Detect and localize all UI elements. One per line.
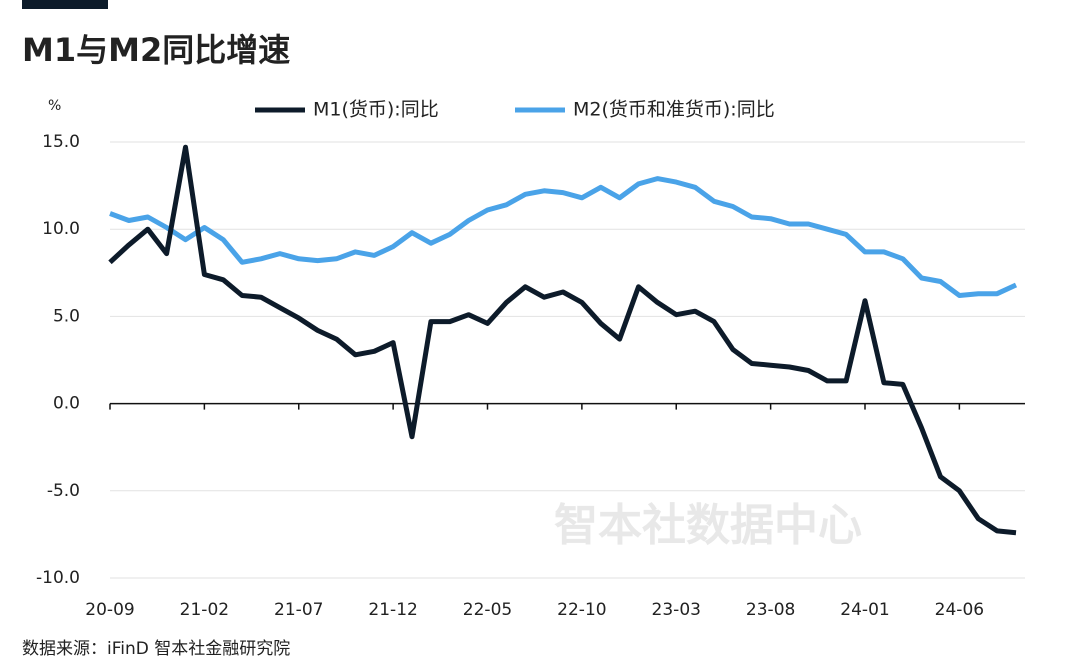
x-tick-label: 23-03 xyxy=(652,600,701,620)
x-tick-label: 21-07 xyxy=(274,600,323,620)
x-tick-label: 22-05 xyxy=(463,600,512,620)
series-line xyxy=(109,176,1018,298)
y-tick-label: 5.0 xyxy=(53,306,80,326)
x-tick-label: 24-06 xyxy=(935,600,984,620)
x-tick-label: 20-09 xyxy=(85,600,134,620)
x-tick-label: 24-01 xyxy=(840,600,889,620)
chart-title: M1与M2同比增速 xyxy=(22,31,290,69)
x-tick-label: 23-08 xyxy=(746,600,795,620)
x-tick-label: 21-12 xyxy=(368,600,417,620)
x-tick-label: 21-02 xyxy=(180,600,229,620)
y-unit: % xyxy=(48,98,61,114)
x-tick-label: 22-10 xyxy=(557,600,606,620)
y-tick-label: -10.0 xyxy=(36,568,80,588)
watermark: 智本社数据中心 xyxy=(554,500,862,551)
series-line xyxy=(108,144,1017,536)
source: 数据来源：iFinD 智本社金融研究院 xyxy=(22,639,290,659)
legend-label: M2(货币和准货币):同比 xyxy=(573,99,775,121)
header-bar xyxy=(22,0,108,9)
y-tick-label: -5.0 xyxy=(47,481,80,501)
y-tick-label: 0.0 xyxy=(53,394,80,414)
y-tick-label: 15.0 xyxy=(42,132,80,152)
legend-label: M1(货币):同比 xyxy=(313,99,439,121)
y-tick-label: 10.0 xyxy=(42,219,80,239)
